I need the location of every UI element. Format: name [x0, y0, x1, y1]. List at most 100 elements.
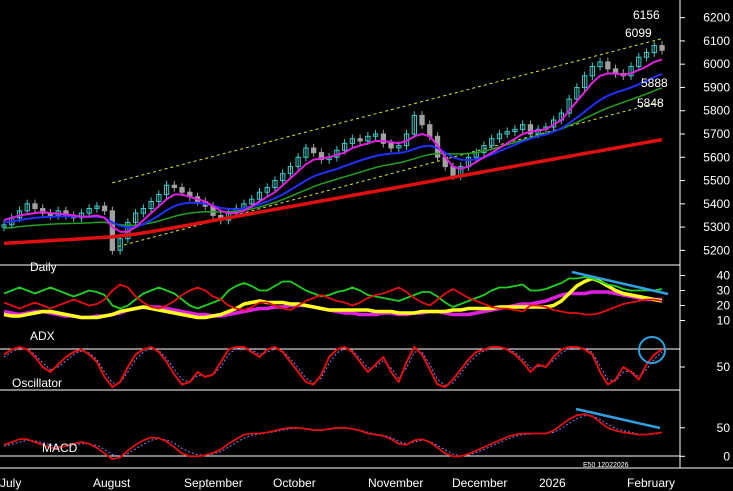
candle-body — [605, 61, 611, 70]
price-tick-label: 6200 — [703, 11, 730, 25]
candle-body — [504, 131, 510, 135]
x-label-november: November — [368, 476, 423, 490]
channel-upper — [112, 38, 663, 184]
macd-tick-label: 0 — [723, 449, 730, 463]
minus-di-line — [3, 283, 663, 316]
price-tick-label: 5800 — [703, 104, 730, 118]
candle-body — [156, 194, 162, 202]
adx-tick-label: 40 — [717, 269, 731, 283]
channel-lower — [112, 100, 663, 249]
price-tick-label: 5900 — [703, 80, 730, 94]
axes: 5200 5300 5400 5500 5600 5700 5800 5900 6000 6100… — [680, 11, 731, 463]
candle-body — [512, 128, 518, 133]
oscillator-label: Oscillator — [12, 376, 62, 390]
price-tick-label: 6100 — [703, 34, 730, 48]
candle-body — [520, 124, 526, 130]
x-label-2026: 2026 — [539, 476, 566, 490]
candle-body — [109, 210, 115, 251]
candle-body — [419, 114, 425, 126]
adx-tick-label: 20 — [717, 299, 731, 313]
chart-stamp: E50 12022026 — [583, 462, 629, 469]
candle-body — [40, 208, 46, 214]
candle-body — [32, 203, 38, 210]
candle-body — [249, 198, 255, 205]
candle-body — [372, 133, 379, 137]
annotation-6156: 6156 — [633, 8, 660, 22]
candle-body — [365, 135, 371, 142]
price-tick-label: 6000 — [703, 57, 730, 71]
candle-body — [496, 133, 503, 140]
candle-body — [411, 114, 418, 135]
candle-body — [140, 208, 146, 214]
candle-body — [643, 52, 650, 58]
candle-body — [651, 45, 657, 54]
candle-body — [1, 224, 7, 228]
candle-body — [659, 45, 665, 51]
candle-body — [256, 191, 263, 200]
daily-label: Daily — [30, 260, 57, 274]
x-label-august: August — [93, 476, 131, 490]
ma-200-line — [3, 137, 663, 246]
macd-trendline — [575, 407, 661, 430]
price-panel — [1, 38, 665, 255]
osc-signal-line — [3, 346, 663, 386]
candle-body — [280, 173, 286, 182]
osc-tick-label: 50 — [717, 360, 731, 374]
osc-line — [3, 346, 663, 388]
candle-body — [102, 205, 108, 212]
plus-di-line — [3, 276, 663, 310]
candle-body — [133, 212, 139, 223]
candle-body — [589, 66, 596, 77]
highlight-circle — [638, 336, 666, 364]
adx-yellow-line — [3, 276, 663, 320]
price-tick-label: 5400 — [703, 197, 730, 211]
candle-body — [86, 208, 92, 214]
ma-mid-line — [3, 73, 663, 229]
candle-body — [628, 66, 634, 77]
x-label-september: September — [184, 476, 243, 490]
candle-body — [24, 203, 30, 212]
panel-separators — [0, 0, 733, 469]
adx-panel — [3, 270, 669, 320]
candle-body — [342, 142, 348, 151]
candle-body — [396, 145, 402, 149]
candle-body — [481, 145, 487, 154]
ma-short-line — [3, 58, 663, 233]
adx-trendline — [571, 270, 669, 296]
candle-body — [357, 138, 363, 142]
candle-body — [388, 142, 394, 149]
price-tick-label: 5500 — [703, 174, 730, 188]
price-tick-label: 5700 — [703, 127, 730, 141]
annotation-6099: 6099 — [625, 26, 652, 40]
x-label-december: December — [452, 476, 507, 490]
candle-body — [287, 166, 294, 175]
macd-line — [3, 413, 663, 461]
candle-body — [295, 156, 301, 168]
annotation-5848: 5848 — [637, 96, 664, 110]
price-tick-label: 5600 — [703, 150, 730, 164]
adx-tick-label: 30 — [717, 284, 731, 298]
candle-body — [349, 138, 356, 144]
macd-label: MACD — [42, 441, 78, 455]
oscillator-panel — [3, 336, 666, 388]
candle-body — [179, 187, 185, 193]
candle-body — [303, 147, 309, 158]
candle-body — [489, 138, 495, 147]
macd-tick-label: 50 — [717, 421, 731, 435]
price-tick-label: 5300 — [703, 220, 730, 234]
annotation-5888: 5888 — [641, 76, 668, 90]
candle-body — [272, 180, 278, 188]
candle-body — [636, 56, 642, 68]
candle-body — [566, 98, 572, 114]
candle-body — [311, 147, 317, 154]
candle-body — [597, 61, 603, 68]
macd-signal-line — [3, 415, 663, 457]
candle-body — [582, 75, 588, 88]
adx-magenta-line — [3, 290, 662, 320]
macd-panel — [3, 407, 663, 461]
candle-body — [163, 184, 170, 195]
candle-body — [148, 201, 154, 209]
candle-body — [264, 187, 270, 193]
